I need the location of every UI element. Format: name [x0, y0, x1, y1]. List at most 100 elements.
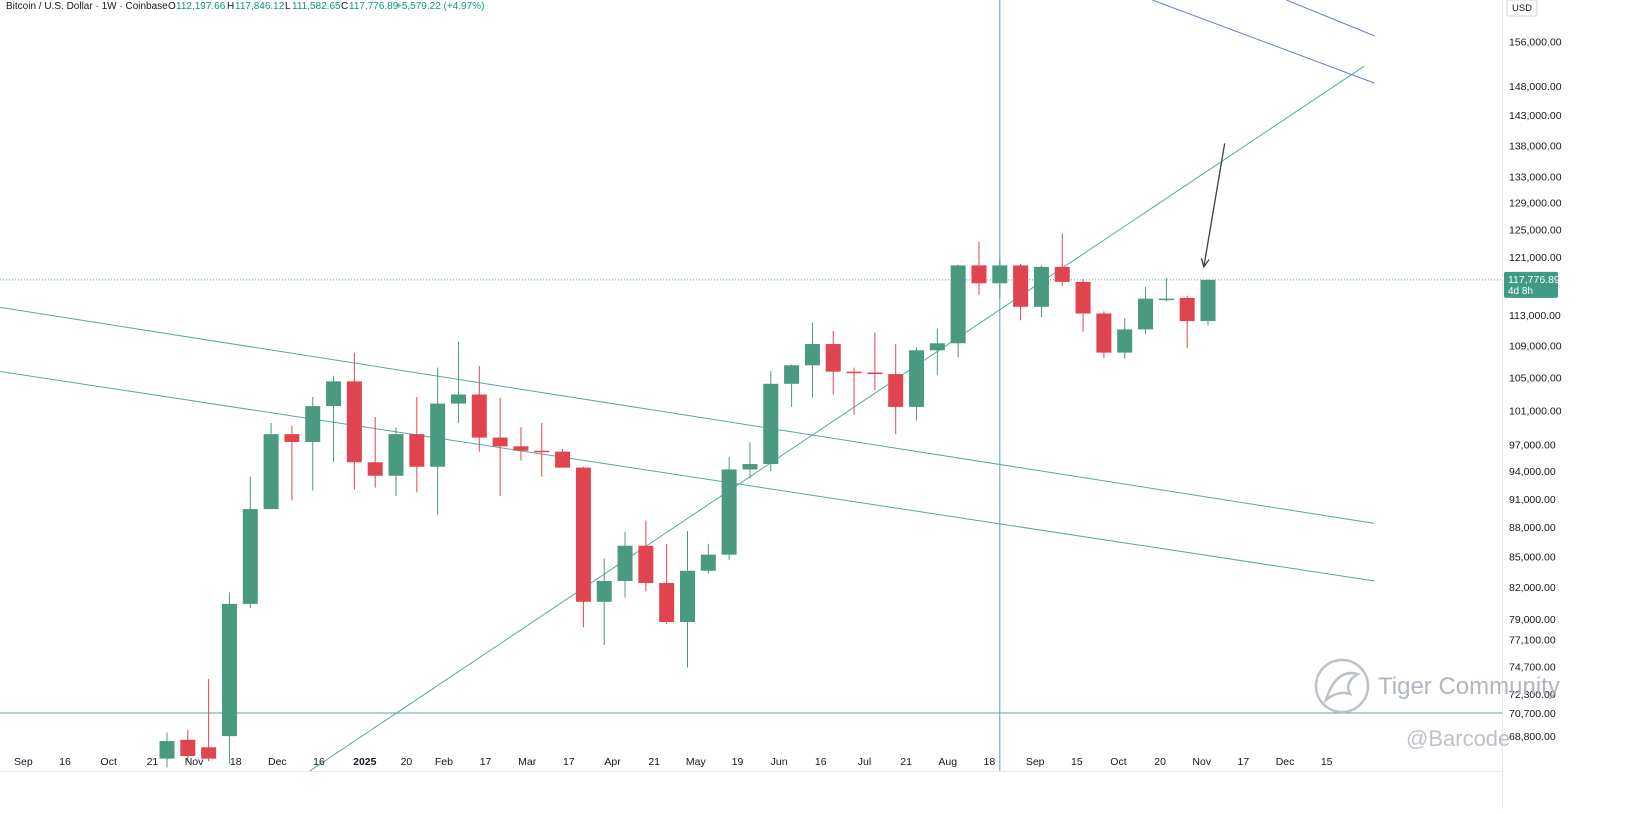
price-badge-countdown: 4d 8h [1508, 286, 1533, 297]
candle[interactable] [305, 396, 321, 491]
candle-body [575, 467, 591, 602]
candle[interactable] [159, 732, 175, 768]
time-tick-label: 18 [984, 756, 996, 768]
candle[interactable] [1158, 277, 1174, 302]
close-value: 117,776.89 [349, 1, 399, 12]
candle-body [617, 545, 633, 581]
candle[interactable] [221, 592, 237, 764]
candle[interactable] [804, 322, 820, 398]
symbol-title: Bitcoin / U.S. Dollar · 1W · Coinbase [6, 1, 168, 12]
time-tick-label: 16 [59, 756, 71, 768]
candle-body [596, 580, 612, 602]
candle[interactable] [1075, 278, 1091, 332]
watermark-handle: @Barcode [1406, 726, 1510, 751]
time-tick-label: 21 [147, 756, 159, 768]
candle[interactable] [971, 241, 987, 295]
price-tick-label: 85,000.00 [1509, 552, 1556, 564]
low-value: 111,582.65 [292, 1, 341, 12]
arrow-annotation[interactable] [1203, 143, 1226, 267]
candle[interactable] [450, 341, 466, 423]
low-label: L [285, 1, 291, 12]
candle[interactable] [534, 422, 550, 477]
candle[interactable] [846, 367, 862, 415]
candle[interactable] [492, 397, 508, 496]
candle[interactable] [1200, 279, 1216, 326]
candle[interactable] [617, 532, 633, 598]
candle[interactable] [1117, 318, 1133, 359]
time-tick-label: Aug [938, 756, 957, 768]
candle-body [1013, 265, 1029, 307]
candle[interactable] [201, 678, 217, 762]
candle-body [1200, 279, 1216, 322]
candle[interactable] [555, 448, 571, 468]
candle[interactable] [888, 344, 904, 435]
candle[interactable] [1054, 233, 1070, 287]
candle[interactable] [929, 328, 945, 375]
candle-body [721, 469, 737, 555]
candle-body [1158, 298, 1174, 301]
time-tick-label: 18 [230, 756, 242, 768]
trendline-upper-channel-a[interactable] [1152, 0, 1375, 84]
candle[interactable] [1138, 286, 1154, 334]
candle[interactable] [867, 332, 883, 391]
candle[interactable] [430, 367, 446, 515]
candle[interactable] [700, 543, 716, 574]
candle-body [409, 434, 425, 467]
candle[interactable] [1033, 265, 1049, 318]
candle[interactable] [180, 729, 196, 763]
candle[interactable] [242, 476, 258, 609]
candle[interactable] [680, 531, 695, 668]
symbol-legend[interactable]: Bitcoin / U.S. Dollar · 1W · Coinbase O … [6, 1, 484, 12]
candle[interactable] [1096, 311, 1112, 359]
candle[interactable] [763, 370, 779, 472]
trendline-descending-channel-upper[interactable] [0, 306, 1375, 524]
price-tick-label: 68,800.00 [1509, 731, 1556, 743]
currency-button[interactable]: USD [1506, 0, 1538, 17]
candle[interactable] [388, 427, 404, 496]
time-axis[interactable]: Sep 16 Oct 21 Nov 18 Dec 16 2025 20 Feb 17 Mar 17 Apr 2… [14, 756, 1333, 768]
drawing-layer [0, 0, 1502, 772]
candle[interactable] [638, 520, 654, 592]
candle-body [909, 350, 925, 407]
candle[interactable] [326, 375, 342, 463]
candle[interactable] [909, 347, 925, 421]
candles-layer [159, 233, 1216, 768]
candle[interactable] [950, 264, 966, 358]
trendline-descending-channel-lower[interactable] [0, 370, 1375, 582]
price-tick-label: 113,000.00 [1509, 310, 1561, 322]
candle[interactable] [721, 456, 737, 560]
watermark-brand: Tiger Community [1378, 673, 1560, 700]
candle[interactable] [742, 441, 758, 479]
time-tick-label: 15 [1321, 756, 1333, 768]
price-axis[interactable]: 156,000.00 148,000.00 143,000.00 138,000.00… [1509, 36, 1562, 743]
candle-body [929, 343, 945, 351]
candle[interactable] [596, 558, 612, 645]
price-badge-value: 117,776.89 [1508, 274, 1560, 286]
candle[interactable] [784, 364, 800, 407]
candle[interactable] [284, 425, 300, 501]
time-tick-label: 16 [313, 756, 325, 768]
candle-body [1179, 297, 1195, 322]
candle[interactable] [367, 417, 383, 488]
candle[interactable] [263, 422, 279, 510]
candle-body [638, 545, 654, 584]
candle[interactable] [992, 258, 1008, 298]
candle[interactable] [513, 427, 529, 461]
trendline-rising-support[interactable] [309, 65, 1365, 772]
time-tick-label: 17 [1238, 756, 1250, 768]
trendline-upper-channel-b[interactable] [1286, 0, 1375, 37]
candle-body [388, 434, 404, 476]
candle[interactable] [471, 366, 487, 452]
candle[interactable] [346, 352, 362, 490]
candle[interactable] [1013, 263, 1029, 321]
candle[interactable] [575, 466, 591, 628]
candle-body [513, 446, 529, 451]
high-label: H [227, 1, 234, 12]
candle[interactable] [409, 396, 425, 493]
watermark: Tiger Community @Barcode [1314, 658, 1560, 751]
candle[interactable] [659, 543, 675, 625]
candle[interactable] [1179, 295, 1195, 348]
candle[interactable] [825, 330, 841, 395]
